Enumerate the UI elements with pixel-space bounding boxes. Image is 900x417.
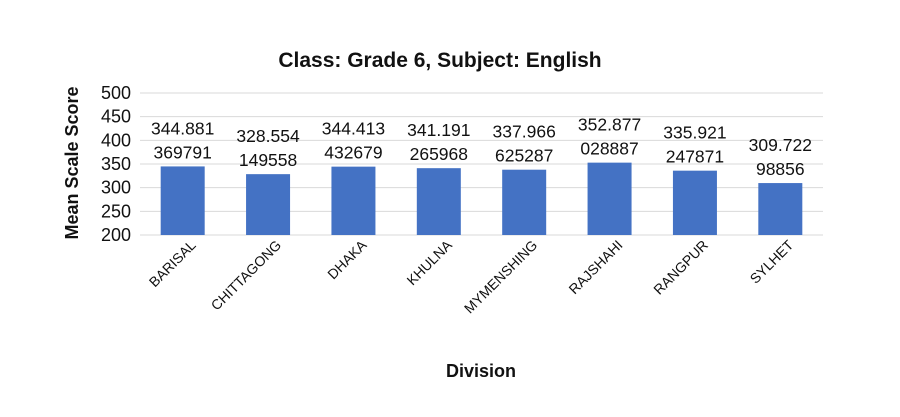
data-label: 352.877 [578,115,641,135]
x-tick-label: RAJSHAHI [565,237,625,297]
bar [587,162,632,235]
data-label: 335.921 [663,123,726,143]
bar [416,168,461,235]
y-tick-label: 350 [101,154,131,174]
x-tick-label: KHULNA [403,236,455,288]
chart-title: Class: Grade 6, Subject: English [278,49,601,72]
x-axis-title: Division [446,361,516,381]
bar [758,183,803,235]
data-label: 247871 [666,147,724,167]
data-label: 028887 [580,139,638,159]
data-label: 98856 [756,159,805,179]
bars [160,162,803,235]
y-tick-label: 450 [101,107,131,127]
bar [331,166,376,235]
x-tick-label: DHAKA [324,236,370,282]
y-tick-label: 400 [101,130,131,150]
x-tick-label: CHITTAGONG [208,237,285,314]
x-tick-label: RANGPUR [650,237,711,298]
bar [672,170,717,235]
y-axis-ticks: 200 250 300 350 400 450 500 [101,83,131,245]
y-tick-label: 200 [101,225,131,245]
data-label: 625287 [495,146,553,166]
y-axis-title: Mean Scale Score [62,86,82,239]
bar [246,174,291,235]
data-label: 328.554 [236,126,300,146]
data-label: 265968 [410,144,468,164]
y-tick-label: 500 [101,83,131,103]
data-label: 344.881 [151,118,214,138]
x-tick-label: BARISAL [146,237,199,290]
data-label: 344.413 [322,119,385,139]
data-labels: 344.881 369791 328.554 149558 344.413 432679 3… [151,115,812,179]
bar [502,169,547,235]
x-tick-label: SYLHET [747,236,797,286]
data-label: 341.191 [407,120,470,140]
data-label: 432679 [324,143,382,163]
y-tick-label: 250 [101,201,131,221]
bar [160,166,205,235]
y-tick-label: 300 [101,178,131,198]
x-tick-label: MYMENSHING [461,237,541,317]
data-label: 337.966 [493,122,556,142]
data-label: 309.722 [749,135,812,155]
data-label: 369791 [153,142,211,162]
x-axis-ticks: BARISAL CHITTAGONG DHAKA KHULNA MYMENSHING RA… [146,236,797,316]
data-label: 149558 [239,150,297,170]
